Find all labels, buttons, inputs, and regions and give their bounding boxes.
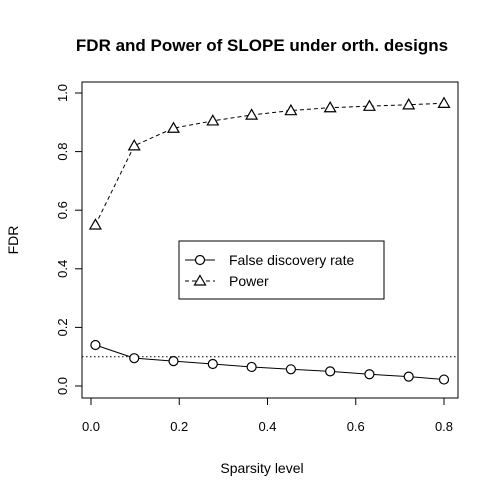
data-point (206, 114, 220, 126)
data-point (323, 100, 337, 113)
data-point (207, 358, 218, 370)
y-tick-label: 0.8 (55, 143, 70, 161)
legend-box (178, 240, 385, 300)
series-line (94, 102, 445, 226)
data-point (246, 361, 257, 373)
data-point (284, 103, 298, 116)
x-tick-label: 0.6 (347, 419, 365, 434)
data-point (438, 374, 450, 385)
data-point (402, 98, 416, 110)
data-point (129, 353, 140, 364)
data-point (168, 355, 179, 367)
series-power (88, 96, 451, 230)
data-point (325, 366, 336, 377)
legend: False discovery rate Power (178, 240, 385, 300)
data-point (437, 96, 451, 108)
y-tick-label: 0.2 (55, 318, 70, 336)
data-point (364, 369, 375, 380)
data-point (88, 218, 102, 230)
legend-power-marker (193, 274, 207, 286)
data-point (403, 371, 414, 382)
data-point (362, 99, 376, 111)
x-tick-label: 0.0 (82, 419, 100, 434)
y-tick-label: 1.0 (55, 84, 70, 102)
chart-title: FDR and Power of SLOPE under orth. desig… (76, 36, 448, 55)
y-tick-label: 0.4 (55, 260, 70, 278)
series-fdr (90, 339, 450, 385)
x-tick-label: 0.8 (435, 419, 453, 434)
x-axis-label: Sparsity level (220, 460, 303, 476)
data-point (166, 121, 181, 133)
x-tick-label: 0.2 (170, 419, 188, 434)
axes: 0.0 0.2 0.4 0.6 0.8 0.0 0.2 0.4 0.6 0.8 1.0 (55, 84, 453, 434)
data-point (127, 139, 141, 151)
series-layer (88, 96, 451, 385)
data-point (90, 339, 101, 351)
y-axis-label: FDR (5, 226, 21, 255)
legend-fdr-label: False discovery rate (229, 252, 354, 268)
data-point (285, 364, 296, 375)
y-tick-label: 0.6 (55, 201, 70, 219)
x-tick-label: 0.4 (258, 419, 276, 434)
legend-power-label: Power (229, 273, 269, 289)
data-point (245, 108, 259, 120)
y-tick-label: 0.0 (55, 377, 70, 395)
plot-frame (81, 81, 459, 399)
legend-fdr-marker (194, 254, 206, 266)
series-line (95, 344, 445, 381)
